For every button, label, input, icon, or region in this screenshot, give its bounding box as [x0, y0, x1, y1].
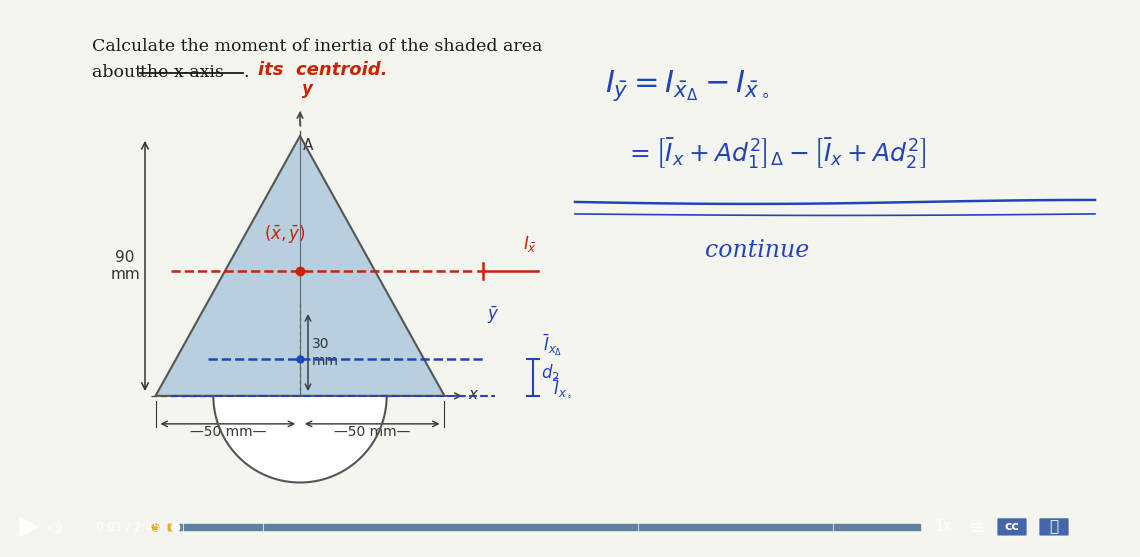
Text: A: A: [303, 138, 314, 153]
Text: 90
mm: 90 mm: [111, 250, 140, 282]
Text: $\bar{I}_{x_\circ}$: $\bar{I}_{x_\circ}$: [553, 377, 572, 400]
Text: $(\bar{x},\bar{y})$: $(\bar{x},\bar{y})$: [264, 223, 306, 245]
Text: $\bar{y}$: $\bar{y}$: [487, 304, 499, 326]
Text: $d_2$: $d_2$: [542, 362, 560, 383]
Text: y: y: [302, 80, 312, 98]
Text: ◁): ◁): [47, 520, 64, 534]
Polygon shape: [213, 396, 386, 482]
Text: ⛶: ⛶: [1050, 520, 1059, 534]
Text: —50 mm—: —50 mm—: [334, 425, 410, 439]
Text: 30
mm: 30 mm: [312, 338, 339, 368]
Text: 1x: 1x: [934, 520, 952, 534]
Text: continue: continue: [705, 239, 809, 262]
Text: $\bar{I}_{x_\Delta}$: $\bar{I}_{x_\Delta}$: [543, 333, 562, 358]
Text: .: .: [243, 64, 249, 81]
Text: ≡: ≡: [969, 517, 985, 536]
Text: about: about: [92, 64, 147, 81]
Text: $= \left[\bar{I}_x + Ad_1^2\right]_\Delta - \left[\bar{I}_x + Ad_2^2\right]$: $= \left[\bar{I}_x + Ad_1^2\right]_\Delt…: [625, 137, 926, 171]
Text: —50 mm—: —50 mm—: [189, 425, 266, 439]
FancyBboxPatch shape: [998, 518, 1027, 536]
Text: its  centroid.: its centroid.: [258, 61, 388, 79]
Text: x: x: [469, 387, 477, 402]
Text: 0:01 / 2:45: 0:01 / 2:45: [96, 520, 160, 534]
Text: $I_{\bar{x}}$: $I_{\bar{x}}$: [523, 234, 537, 254]
Text: Calculate the moment of inertia of the shaded area: Calculate the moment of inertia of the s…: [92, 38, 543, 55]
Text: cc: cc: [1004, 520, 1019, 534]
Text: $I_{\bar{y}} = I_{\bar{x}_\Delta} - I_{\bar{x}_\circ}$: $I_{\bar{y}} = I_{\bar{x}_\Delta} - I_{\…: [605, 68, 770, 103]
FancyBboxPatch shape: [1039, 518, 1069, 536]
Polygon shape: [21, 518, 38, 536]
Text: the x-axis: the x-axis: [140, 64, 223, 81]
Polygon shape: [155, 136, 445, 396]
